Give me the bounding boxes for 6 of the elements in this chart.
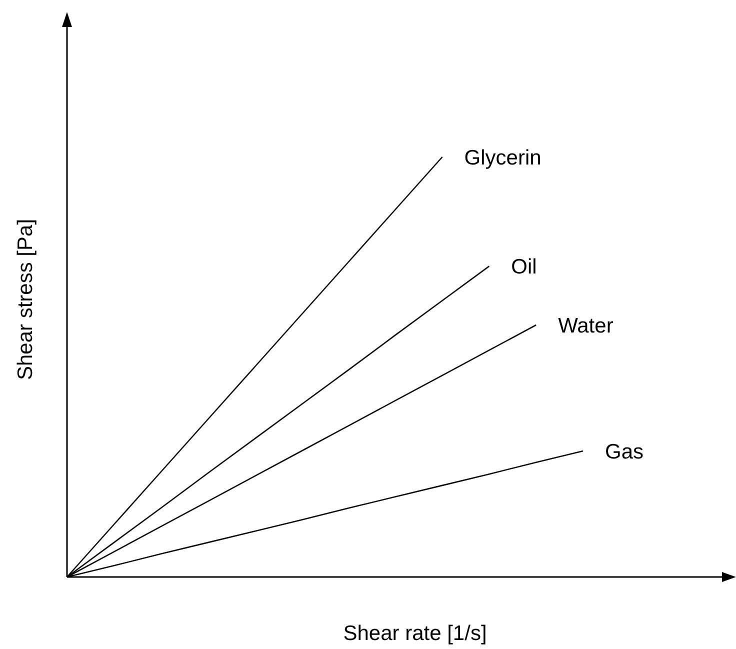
- x-axis-title: Shear rate [1/s]: [343, 622, 487, 645]
- series-label: Oil: [511, 256, 537, 279]
- y-axis-title: Shear stress [Pa]: [14, 218, 37, 380]
- series-label: Gas: [605, 440, 644, 464]
- series-label: Water: [558, 314, 614, 338]
- series-label: Glycerin: [464, 146, 542, 170]
